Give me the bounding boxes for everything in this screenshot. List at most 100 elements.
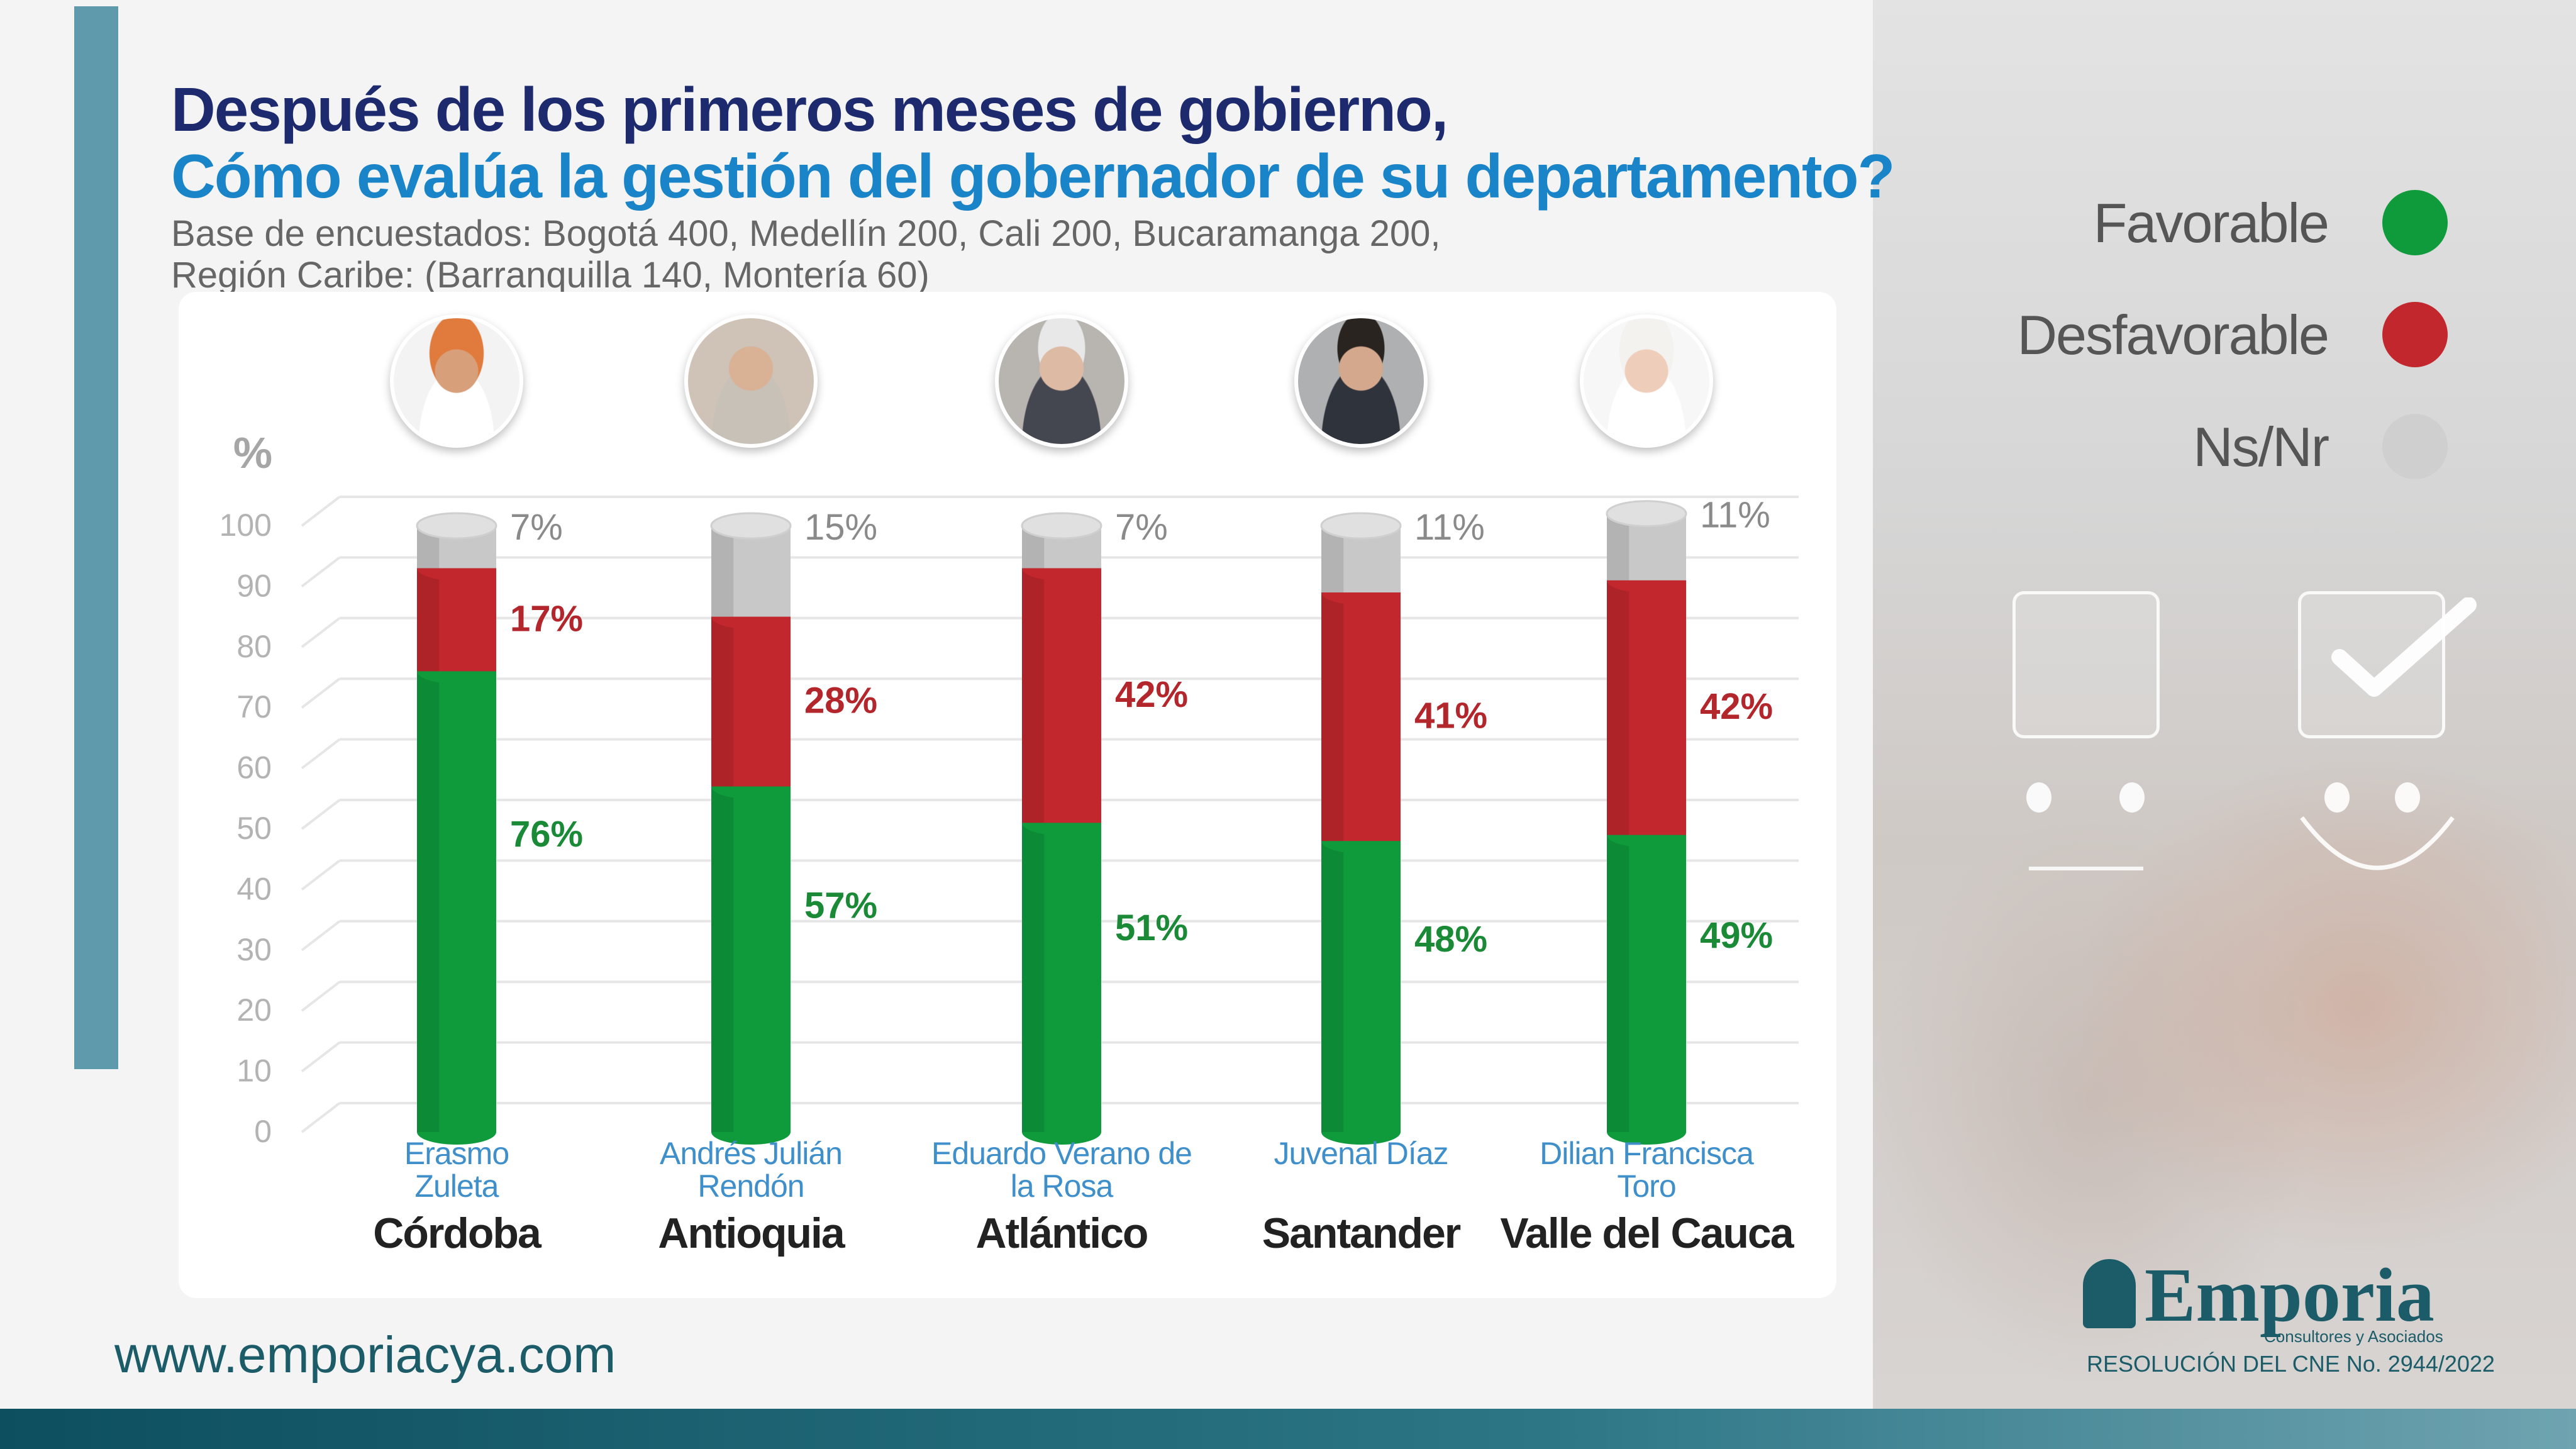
y-tick-label: 0 [254, 1114, 272, 1149]
data-label: 76% [510, 814, 583, 855]
cne-resolution: RESOLUCIÓN DEL CNE No. 2944/2022 [2087, 1351, 2495, 1377]
bar-bottom-cap [1321, 1119, 1401, 1145]
bar-segment-desfavorable [711, 616, 791, 787]
hand-glow [2075, 755, 2576, 1258]
data-label: 51% [1115, 908, 1188, 948]
gridline-slant [301, 799, 341, 830]
y-tick-label: 40 [236, 871, 272, 906]
department-label: Valle del Cauca [1500, 1209, 1794, 1257]
bar-shade [417, 671, 440, 1132]
bar-shade [711, 616, 734, 787]
bar-segment-favorable [711, 786, 791, 1132]
bar-top-cap [1606, 500, 1687, 528]
smile-face-mouth [2300, 816, 2455, 870]
bar-bottom-cap [1607, 1119, 1686, 1145]
data-label: 17% [510, 598, 583, 639]
governor-photo-santander [1294, 314, 1428, 448]
neutral-face-mouth [2029, 867, 2143, 870]
gridline-slant [301, 1041, 341, 1073]
emporia-logo-icon [2083, 1259, 2136, 1328]
gridline-slant [301, 677, 341, 709]
bar-top-cap [710, 512, 792, 540]
data-label: 11% [1700, 495, 1770, 536]
gridline-slant [301, 859, 341, 891]
y-tick-label: 50 [236, 811, 272, 846]
department-label: Santander [1262, 1209, 1462, 1257]
y-tick-label: 10 [236, 1053, 272, 1089]
title-line-1: Después de los primeros meses de gobiern… [171, 75, 1448, 144]
governor-photo-antioquia [684, 314, 818, 448]
website-link[interactable]: www.emporiacya.com [114, 1326, 616, 1384]
department-label: Atlántico [975, 1209, 1149, 1257]
bar-segment-desfavorable [417, 568, 496, 672]
data-label: 15% [804, 507, 877, 548]
bar-segment-desfavorable [1607, 580, 1686, 835]
y-tick-label: 90 [236, 568, 272, 603]
department-label: Antioquia [658, 1209, 845, 1257]
gridline-slant [301, 617, 341, 648]
smile-face-eye [2395, 782, 2420, 813]
gridline-slant [301, 920, 341, 952]
data-label: 48% [1414, 919, 1487, 960]
title-line-2: Cómo evalúa la gestión del gobernador de… [171, 142, 1895, 211]
legend-item-desfavorable: Desfavorable [1950, 301, 2448, 370]
bar-shade [1607, 835, 1629, 1132]
legend-swatch [2382, 302, 2448, 367]
governor-photo-atlantico [995, 314, 1128, 448]
bar-segment-favorable [1607, 835, 1686, 1132]
y-tick-label: 80 [236, 629, 272, 664]
bar-top-cap [416, 512, 497, 540]
governor-name: Erasmo Zuleta [404, 1136, 509, 1204]
bar-segment-favorable [417, 671, 496, 1132]
bar-shade [1022, 568, 1045, 823]
y-unit-label: % [233, 428, 272, 477]
legend-label: Desfavorable [2017, 304, 2329, 366]
bar-segment-desfavorable [1321, 592, 1401, 841]
governor-photo-cordoba [390, 314, 523, 448]
data-label: 11% [1414, 507, 1485, 548]
legend-label: Ns/Nr [2193, 416, 2329, 478]
empty-checkbox-icon [2012, 591, 2160, 738]
bar-segment-desfavorable [1022, 568, 1101, 823]
data-label: 41% [1414, 696, 1487, 736]
y-tick-label: 20 [236, 992, 272, 1028]
accent-bar [74, 6, 118, 1069]
neutral-face-eye [2119, 782, 2145, 813]
bar-segment-favorable [1022, 823, 1101, 1132]
subtitle-line-2: Región Caribe: (Barranquilla 140, Monter… [171, 255, 930, 296]
subtitle-line-1: Base de encuestados: Bogotá 400, Medellí… [171, 213, 1441, 254]
governor-name: Andrés Julián Rendón [660, 1136, 843, 1204]
y-tick-label: 30 [236, 932, 272, 967]
checked-checkbox-icon [2298, 591, 2445, 738]
bar-shade [711, 526, 734, 617]
gridline-slant [301, 980, 341, 1012]
legend-swatch [2382, 414, 2448, 479]
brand-subtitle: Consultores y Asociados [2264, 1327, 2443, 1346]
footer-band [0, 1409, 2576, 1449]
bar-bottom-cap [1022, 1119, 1101, 1145]
data-label: 42% [1700, 686, 1773, 727]
governor-name: Eduardo Verano de la Rosa [931, 1136, 1192, 1204]
gridline-slant [301, 496, 341, 527]
y-tick-label: 60 [236, 750, 272, 786]
legend-item-nsnr: Ns/Nr [1950, 413, 2448, 482]
bar-shade [1022, 823, 1045, 1132]
data-label: 49% [1700, 915, 1773, 956]
governor-name: Juvenal Díaz [1274, 1136, 1448, 1171]
smile-face-eye [2324, 782, 2350, 813]
data-label: 7% [510, 507, 563, 548]
y-tick-label: 70 [236, 689, 272, 724]
data-label: 7% [1115, 507, 1168, 548]
brand-name: Emporia [2145, 1253, 2434, 1338]
bar-segment-nsnr [711, 526, 791, 617]
bar-shade [1321, 592, 1344, 841]
bar-segment-favorable [1321, 841, 1401, 1132]
bar-shade [417, 568, 440, 672]
bar-shade [1607, 580, 1629, 835]
gridline-slant [301, 738, 341, 770]
y-tick-label: 100 [219, 508, 272, 543]
data-label: 42% [1115, 674, 1188, 715]
governor-photo-valle [1580, 314, 1713, 448]
check-mark-icon [2331, 597, 2477, 697]
